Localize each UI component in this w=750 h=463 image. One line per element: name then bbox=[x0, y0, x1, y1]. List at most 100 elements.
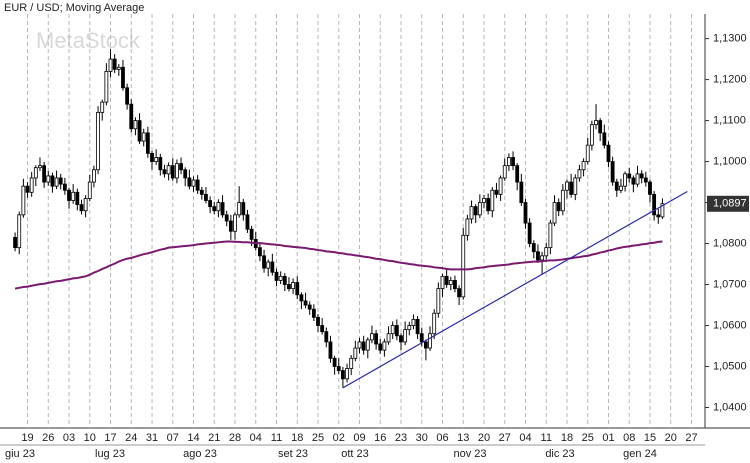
x-tick-label: 08 bbox=[623, 432, 635, 444]
candle-body bbox=[556, 202, 561, 212]
x-tick-label: 04 bbox=[250, 432, 262, 444]
candle-body bbox=[589, 124, 594, 146]
x-tick-label: 26 bbox=[42, 432, 54, 444]
candle-body bbox=[212, 206, 217, 212]
x-tick-label: 20 bbox=[665, 432, 677, 444]
candle-body bbox=[341, 370, 345, 380]
candle-body bbox=[150, 152, 154, 162]
x-tick-label: 11 bbox=[271, 432, 282, 444]
x-tick-label: 09 bbox=[353, 432, 365, 444]
candle-body bbox=[67, 189, 71, 201]
candle-body bbox=[419, 333, 424, 343]
candle-body bbox=[141, 132, 146, 142]
last-price-label: 1,0897 bbox=[713, 198, 747, 210]
candle-body bbox=[291, 282, 296, 290]
candle-body bbox=[436, 288, 441, 314]
month-label: nov 23 bbox=[453, 448, 486, 460]
candle-body bbox=[374, 333, 378, 345]
candle-body bbox=[83, 198, 88, 212]
month-label: gen 24 bbox=[623, 448, 657, 460]
candle-body bbox=[112, 58, 117, 70]
x-tick-label: 25 bbox=[582, 432, 594, 444]
candle-body bbox=[540, 255, 544, 261]
y-tick-label: 1,1300 bbox=[713, 33, 747, 45]
candle-body bbox=[116, 66, 121, 70]
month-label: set 23 bbox=[278, 448, 308, 460]
x-tick-label: 11 bbox=[541, 432, 552, 444]
candle-body bbox=[345, 368, 349, 380]
month-label: giu 23 bbox=[5, 448, 35, 460]
x-tick-label: 14 bbox=[187, 432, 199, 444]
candle-body bbox=[565, 181, 569, 191]
candle-body bbox=[457, 288, 461, 298]
candle-body bbox=[278, 275, 283, 281]
candle-body bbox=[573, 177, 578, 195]
x-tick-label: 04 bbox=[519, 432, 531, 444]
candle-body bbox=[216, 202, 221, 212]
candle-body bbox=[585, 144, 590, 162]
candle-body bbox=[548, 222, 553, 249]
candle-body bbox=[560, 189, 565, 212]
candle-body bbox=[602, 132, 607, 146]
candle-body bbox=[54, 177, 59, 187]
candle-body bbox=[25, 185, 30, 193]
candle-body bbox=[233, 214, 237, 232]
candle-body bbox=[623, 173, 627, 187]
candle-body bbox=[390, 325, 395, 335]
candle-body bbox=[444, 275, 449, 285]
candle-body bbox=[100, 101, 105, 113]
candle-body bbox=[461, 234, 466, 298]
month-label: lug 23 bbox=[95, 448, 125, 460]
candle-body bbox=[249, 228, 254, 240]
candle-body bbox=[428, 333, 432, 349]
trendline bbox=[342, 190, 688, 389]
candle-body bbox=[399, 335, 403, 343]
x-tick-label: 16 bbox=[374, 432, 386, 444]
candle-body bbox=[199, 189, 204, 195]
candle-body bbox=[224, 214, 229, 222]
candle-body bbox=[96, 111, 100, 171]
x-tick-label: 02 bbox=[333, 432, 345, 444]
x-tick-label: 21 bbox=[208, 432, 220, 444]
x-tick-label: 25 bbox=[312, 432, 324, 444]
x-tick-label: 13 bbox=[457, 432, 469, 444]
candle-body bbox=[195, 179, 200, 191]
candle-body bbox=[614, 181, 619, 191]
candle-body bbox=[17, 214, 22, 249]
y-tick-label: 1,0600 bbox=[713, 319, 747, 331]
candle-body bbox=[515, 165, 520, 183]
candle-body bbox=[303, 300, 308, 306]
candle-body bbox=[237, 202, 242, 216]
candle-body bbox=[295, 282, 300, 296]
candle-body bbox=[166, 165, 171, 175]
candle-body bbox=[332, 357, 337, 367]
candle-body bbox=[486, 198, 491, 212]
candle-body bbox=[394, 325, 399, 337]
candle-body bbox=[208, 200, 213, 208]
candle-body bbox=[544, 247, 549, 257]
candle-body bbox=[552, 202, 557, 224]
x-tick-label: 15 bbox=[644, 432, 656, 444]
candle-body bbox=[536, 251, 540, 261]
candle-body bbox=[415, 318, 420, 335]
candle-body bbox=[299, 294, 304, 302]
candle-body bbox=[121, 66, 125, 89]
candle-body bbox=[13, 236, 17, 249]
candle-body bbox=[648, 181, 652, 195]
candle-body bbox=[581, 161, 586, 171]
candle-body bbox=[477, 202, 482, 216]
candle-body bbox=[569, 181, 574, 195]
candle-body bbox=[274, 271, 279, 281]
candle-body bbox=[220, 202, 225, 216]
last-price-box bbox=[707, 195, 749, 212]
y-tick-label: 1,0700 bbox=[713, 278, 747, 290]
candle-body bbox=[490, 189, 495, 212]
candle-body bbox=[311, 308, 316, 318]
candle-body bbox=[137, 120, 142, 142]
x-tick-label: 03 bbox=[63, 432, 75, 444]
candle-body bbox=[606, 144, 611, 162]
candle-body bbox=[631, 177, 636, 185]
candle-body bbox=[386, 333, 391, 343]
candle-body bbox=[79, 204, 84, 212]
candle-body bbox=[129, 103, 134, 130]
